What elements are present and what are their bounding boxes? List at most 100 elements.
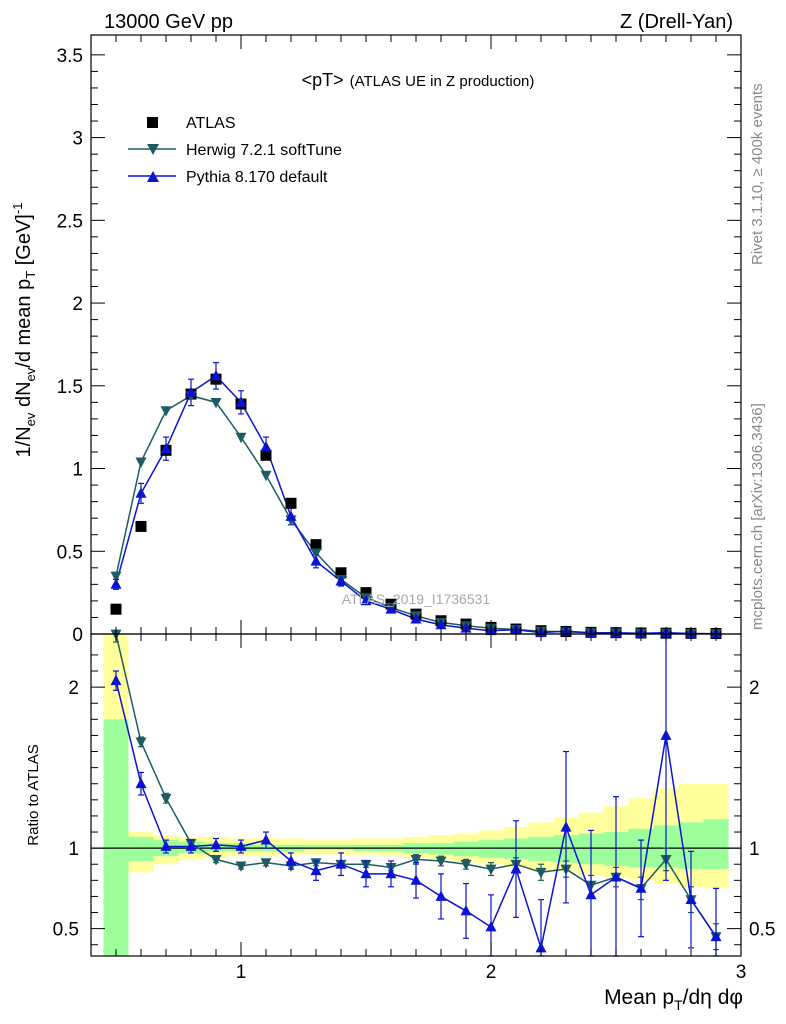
y-tick-label: 3 — [72, 129, 83, 150]
ratio-panel-marks — [110, 629, 722, 957]
herwig-point — [310, 548, 322, 559]
band-stat — [428, 843, 454, 855]
ratio-y-tick-label-right: 2 — [749, 678, 760, 699]
ratio-pythia-point — [710, 930, 722, 942]
ratio-pythia-point — [310, 864, 322, 876]
legend-marker-atlas — [147, 117, 158, 128]
legend-label-pythia: Pythia 8.170 default — [186, 169, 328, 186]
band-stat — [478, 840, 504, 858]
ratio-pythia-point — [210, 838, 222, 850]
herwig-point — [235, 432, 247, 444]
ratio-herwig-point — [535, 867, 547, 879]
ratio-pythia-point — [435, 890, 447, 901]
chart-title-sub: (ATLAS UE in Z production) — [350, 73, 535, 90]
ratio-pythia-point — [160, 840, 172, 851]
pythia-point — [310, 555, 322, 566]
header-left: 13000 GeV pp — [104, 11, 233, 33]
atlas-point — [310, 539, 322, 551]
ratio-herwig-point — [485, 864, 497, 876]
y-tick-label: 0 — [72, 625, 83, 646]
herwig-point — [260, 470, 272, 482]
pythia-point — [435, 618, 447, 630]
ratio-y-tick-label: 0.5 — [53, 920, 79, 941]
ratio-pythia-point — [510, 863, 522, 874]
legend-marker-herwig — [147, 144, 159, 155]
header-right: Z (Drell-Yan) — [620, 11, 733, 33]
legend-marker-pythia — [147, 171, 159, 182]
ratio-y-axis-label: Ratio to ATLAS — [25, 744, 42, 845]
axes: 1 2 3 0 0.5 1 1.5 2 2.5 3 3.5 0.5 0.5 1 1 2 2 — [53, 34, 775, 983]
ratio-pythia-point — [335, 858, 347, 869]
y-axis-label: 1/Nev dNev/d mean pT [GeV]-1 — [10, 203, 38, 458]
x-tick-label: 1 — [236, 962, 247, 983]
x-tick-label: 2 — [486, 962, 497, 983]
ratio-frame — [90, 633, 742, 957]
atlas-point — [135, 520, 147, 532]
ratio-pythia-point — [460, 904, 472, 916]
pythia-point — [185, 386, 197, 397]
legend-label-herwig: Herwig 7.2.1 softTune — [186, 142, 342, 159]
band-stat — [128, 836, 154, 862]
band-stat — [703, 819, 729, 870]
atlas-point — [335, 567, 347, 579]
ratio-herwig-point — [160, 793, 172, 805]
ratio-pythia-point — [360, 867, 372, 879]
pythia-point — [260, 440, 272, 452]
pythia-point — [135, 487, 147, 498]
y-tick-label: 1.5 — [57, 377, 83, 398]
herwig-point — [160, 406, 172, 417]
ratio-pythia-point — [285, 854, 297, 866]
y-tick-label: 2 — [72, 294, 83, 315]
ratio-uncertainty-bands — [103, 634, 729, 956]
ratio-pythia-point — [535, 941, 547, 953]
ratio-herwig-point — [210, 855, 222, 866]
ratio-y-tick-label: 2 — [68, 678, 79, 699]
ratio-herwig-point — [235, 861, 247, 872]
ratio-y-tick-label: 1 — [68, 839, 79, 860]
pythia-point — [235, 396, 247, 407]
x-axis-label: Mean pT/dη dφ — [604, 986, 743, 1013]
y-tick-label: 1 — [72, 460, 83, 481]
ratio-pythia-point — [635, 882, 647, 893]
band-stat — [303, 844, 329, 850]
pythia-point — [160, 442, 172, 454]
atlas-point — [260, 449, 272, 461]
herwig-point — [210, 397, 222, 409]
ratio-herwig-point — [460, 859, 472, 871]
y-tick-label: 2.5 — [57, 211, 83, 232]
side-label-top: Rivet 3.1.10, ≥ 400k events — [749, 83, 766, 265]
pythia-point — [110, 578, 122, 589]
herwig-point — [135, 457, 147, 468]
ratio-pythia-point — [485, 920, 497, 932]
chart-title-main: <pT> — [302, 70, 344, 90]
atlas-point — [110, 603, 122, 615]
pythia-point — [210, 369, 222, 381]
legend: ATLAS Herwig 7.2.1 softTune Pythia 8.170… — [128, 115, 342, 186]
chart-title: <pT> (ATLAS UE in Z production) — [302, 70, 535, 90]
ratio-pythia-point — [610, 871, 622, 882]
ratio-pythia-point — [385, 867, 397, 879]
ratio-herwig-point — [410, 855, 422, 866]
band-stat — [453, 841, 479, 857]
ratio-pythia-point — [660, 729, 672, 740]
ratio-pythia-point — [110, 674, 122, 686]
ratio-herwig-point — [435, 856, 447, 868]
side-label-bottom: mcplots.cern.ch [arXiv:1306.3436] — [749, 403, 766, 630]
ratio-pythia-point — [235, 840, 247, 851]
atlas-point — [360, 587, 372, 599]
pythia-point — [385, 603, 397, 614]
ratio-pythia-point — [185, 840, 197, 851]
x-tick-label: 3 — [736, 962, 747, 983]
ratio-pythia-point — [135, 777, 147, 789]
ratio-pythia-point — [685, 893, 697, 905]
ratio-herwig-point — [260, 858, 272, 869]
legend-label-atlas: ATLAS — [186, 115, 236, 132]
y-tick-label: 0.5 — [57, 542, 83, 563]
ratio-y-tick-label-right: 1 — [749, 839, 760, 860]
ratio-pythia-point — [585, 888, 597, 900]
pythia-point — [410, 613, 422, 624]
pythia-point — [335, 574, 347, 586]
ratio-y-tick-label-right: 0.5 — [749, 920, 775, 941]
pythia-point — [360, 594, 372, 606]
